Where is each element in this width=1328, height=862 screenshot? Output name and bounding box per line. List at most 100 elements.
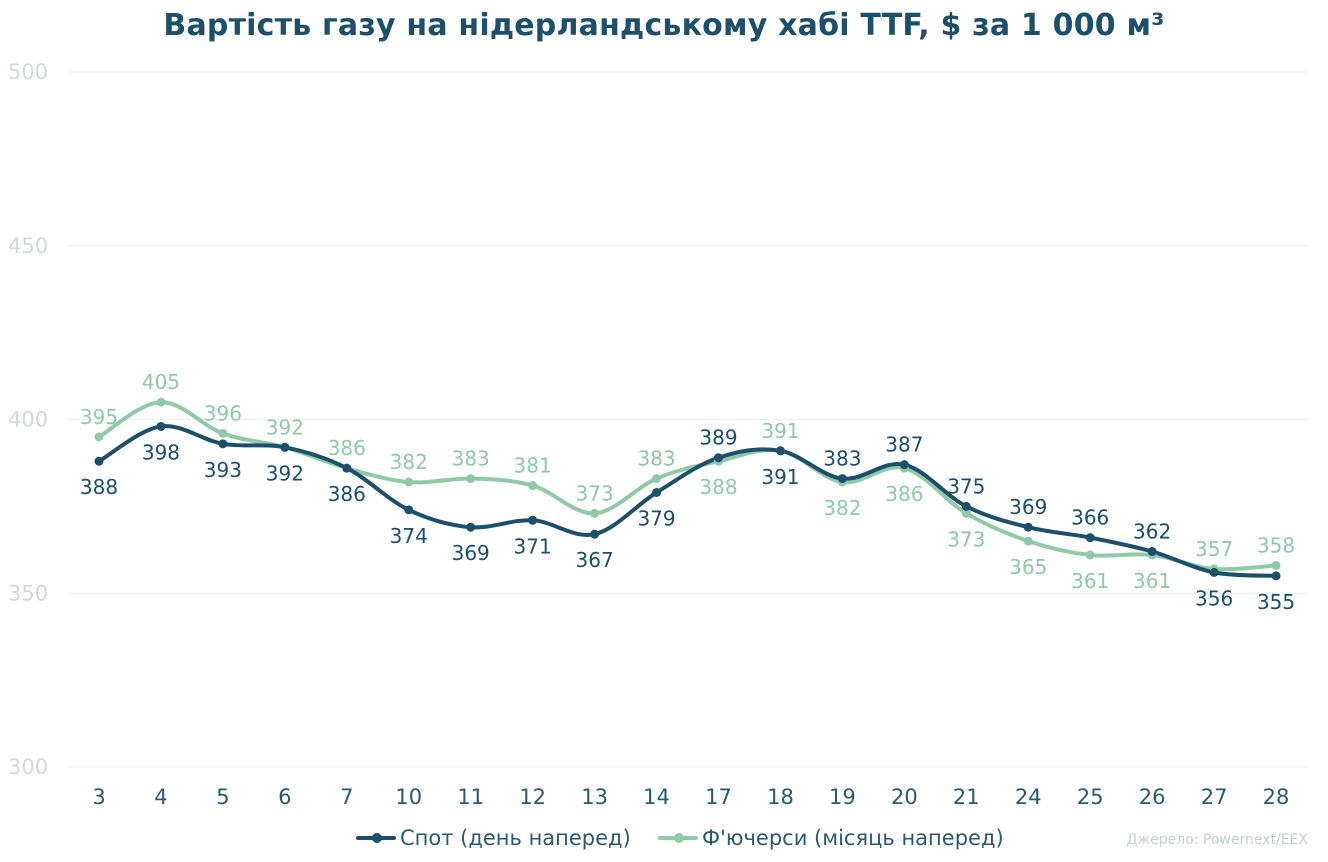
line-chart: 300 350 400 450 500 3 4 5 6 7 10 11 12 13 14 17 18 19 20 2…: [8, 60, 1308, 809]
x-tick-label: 27: [1201, 785, 1228, 809]
y-axis-ticks: 300 350 400 450 500: [8, 60, 48, 779]
x-tick-label: 6: [278, 785, 291, 809]
legend-swatch-spot: [356, 833, 396, 843]
data-label-spot: 389: [699, 426, 737, 450]
y-tick-label: 450: [8, 234, 48, 258]
data-label-futures: 373: [947, 527, 985, 551]
data-label-futures: 381: [514, 454, 552, 478]
point-spot: [961, 501, 971, 511]
x-tick-label: 26: [1139, 785, 1166, 809]
x-tick-label: 19: [829, 785, 856, 809]
x-tick-label: 4: [154, 785, 167, 809]
legend-label-spot: Спот (день наперед): [400, 826, 631, 850]
x-tick-label: 18: [767, 785, 794, 809]
point-futures: [961, 508, 971, 518]
data-label-futures: 395: [80, 405, 118, 429]
x-tick-label: 7: [340, 785, 353, 809]
data-label-spot: 383: [823, 447, 861, 471]
y-tick-label: 500: [8, 60, 48, 84]
gridlines: [68, 71, 1308, 768]
data-label-spot: 388: [80, 475, 118, 499]
data-label-futures: 396: [204, 401, 242, 425]
data-label-futures: 361: [1133, 569, 1171, 593]
data-label-spot: 391: [761, 465, 799, 489]
x-tick-label: 28: [1263, 785, 1290, 809]
point-spot: [899, 460, 909, 470]
y-tick-label: 350: [8, 581, 48, 605]
point-futures: [1023, 536, 1033, 546]
x-tick-label: 24: [1015, 785, 1042, 809]
point-spot: [218, 439, 228, 449]
data-label-spot: 375: [947, 474, 985, 498]
data-label-spot: 393: [204, 458, 242, 482]
x-tick-label: 21: [953, 785, 980, 809]
x-tick-label: 5: [216, 785, 229, 809]
y-tick-label: 400: [8, 408, 48, 432]
x-tick-label: 14: [643, 785, 670, 809]
data-label-spot: 386: [328, 482, 366, 506]
point-spot: [590, 529, 600, 539]
data-label-futures: 391: [761, 419, 799, 443]
point-futures: [94, 432, 104, 442]
data-label-futures: 382: [823, 496, 861, 520]
point-spot: [94, 456, 104, 466]
point-futures: [1271, 560, 1281, 570]
y-tick-label: 300: [8, 755, 48, 779]
data-label-futures: 392: [266, 415, 304, 439]
data-label-futures: 383: [452, 447, 490, 471]
data-label-futures: 361: [1071, 569, 1109, 593]
point-spot: [466, 522, 476, 532]
point-futures: [652, 474, 662, 484]
data-label-spot: 355: [1257, 590, 1295, 614]
x-tick-label: 20: [891, 785, 918, 809]
point-spot: [280, 442, 290, 452]
data-label-futures: 388: [699, 475, 737, 499]
data-label-spot: 392: [266, 461, 304, 485]
point-spot: [1271, 571, 1281, 581]
legend-item-futures[interactable]: Ф'ючерси (місяць наперед): [658, 826, 1004, 850]
data-label-spot: 379: [637, 506, 675, 530]
point-futures: [156, 397, 166, 407]
series-points: [94, 397, 1281, 581]
x-tick-label: 13: [581, 785, 608, 809]
x-tick-label: 11: [457, 785, 484, 809]
point-spot: [156, 421, 166, 431]
point-spot: [1147, 547, 1157, 557]
chart-title: Вартість газу на нідерландському хабі TT…: [163, 8, 1165, 43]
x-tick-label: 12: [519, 785, 546, 809]
data-label-spot: 398: [142, 440, 180, 464]
legend-label-futures: Ф'ючерси (місяць наперед): [702, 826, 1004, 850]
data-label-spot: 374: [390, 524, 428, 548]
data-label-spot: 367: [576, 548, 614, 572]
data-label-futures: 386: [885, 482, 923, 506]
data-label-futures: 405: [142, 370, 180, 394]
point-spot: [342, 463, 352, 473]
legend: Спот (день наперед) Ф'ючерси (місяць нап…: [0, 826, 1328, 860]
data-label-futures: 373: [576, 481, 614, 505]
data-label-spot: 369: [452, 541, 490, 565]
point-futures: [590, 508, 600, 518]
data-label-spot: 362: [1133, 520, 1171, 544]
point-futures: [466, 474, 476, 484]
source-note: Джерело: Powernext/EEX: [1126, 832, 1308, 848]
data-label-futures: 383: [637, 447, 675, 471]
data-label-futures: 365: [1009, 555, 1047, 579]
point-futures: [528, 481, 538, 491]
point-spot: [1023, 522, 1033, 532]
x-tick-label: 25: [1077, 785, 1104, 809]
data-label-spot: 369: [1009, 495, 1047, 519]
x-tick-label: 3: [92, 785, 105, 809]
legend-item-spot[interactable]: Спот (день наперед): [356, 826, 631, 850]
point-spot: [1085, 533, 1095, 543]
data-label-spot: 356: [1195, 586, 1233, 610]
legend-swatch-futures: [658, 833, 698, 843]
data-label-futures: 358: [1257, 533, 1295, 557]
point-spot: [404, 505, 414, 515]
data-labels: 388 395 398 405 393 396 392 392 386 386 374 382 369 3…: [80, 370, 1295, 614]
point-futures: [218, 428, 228, 438]
x-axis-ticks: 3 4 5 6 7 10 11 12 13 14 17 18 19 20 21 24 25 26 27 28: [92, 785, 1289, 809]
data-label-futures: 386: [328, 436, 366, 460]
data-label-spot: 371: [514, 534, 552, 558]
point-futures: [404, 477, 414, 487]
point-futures: [1085, 550, 1095, 560]
